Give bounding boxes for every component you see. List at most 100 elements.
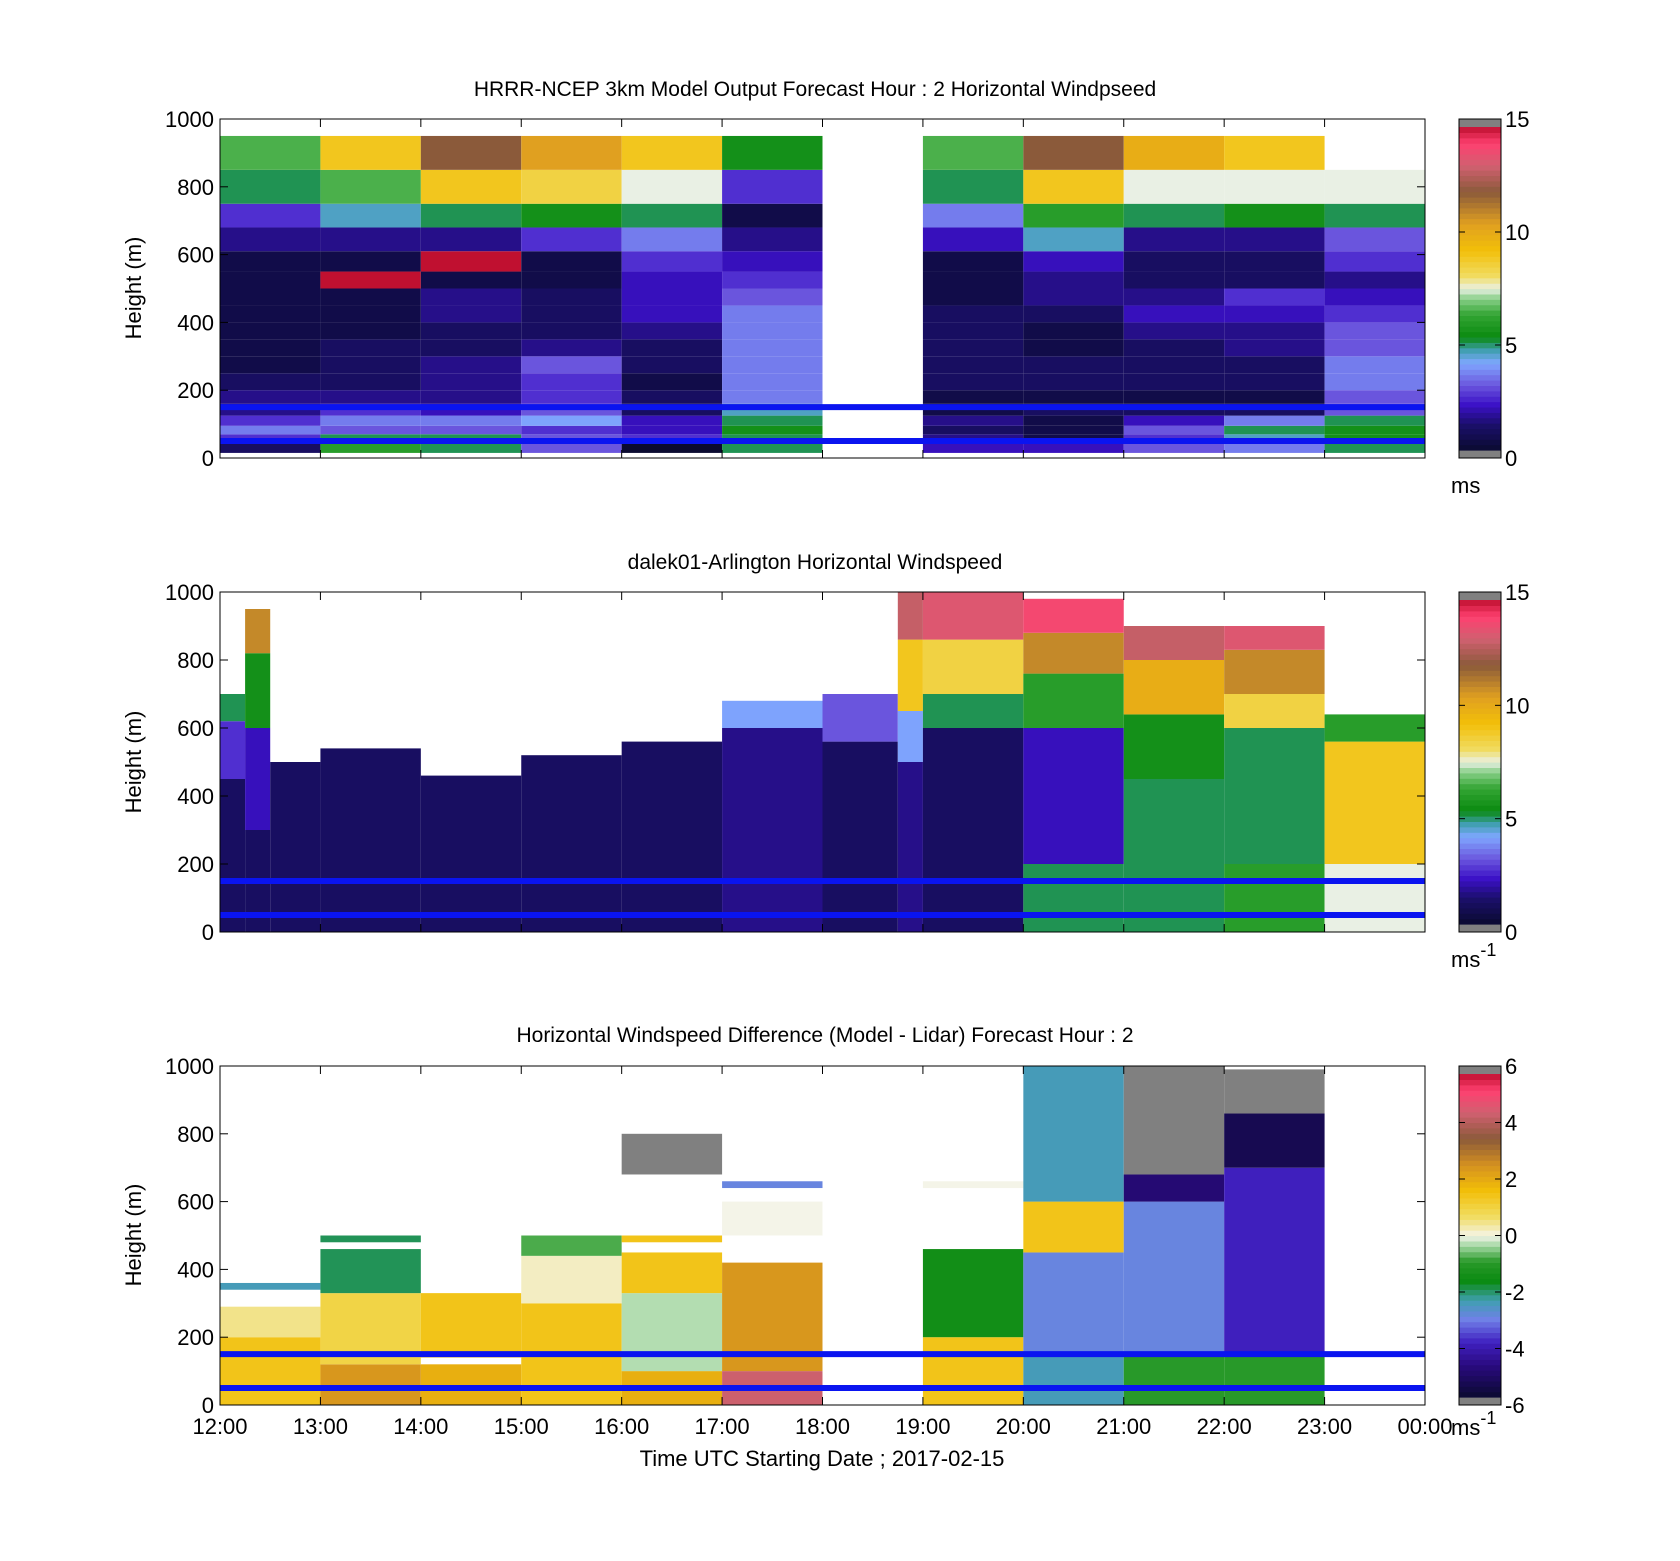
heatmap-cell [320,1235,421,1243]
heatmap-cell [420,203,522,228]
x-tick-label: 13:00 [293,1414,348,1439]
heatmap-cell [621,288,723,306]
heatmap-cell [1023,598,1124,633]
colorbar-band [1459,832,1501,839]
heatmap-cell [320,425,421,435]
y-tick-label: 200 [177,378,214,403]
colorbar-band [1459,600,1501,606]
heatmap-cell [1123,1066,1225,1175]
colorbar-band [1459,1364,1501,1371]
y-tick-label: 200 [177,1325,214,1350]
colorbar-band [1459,1122,1501,1129]
heatmap-cell [320,415,421,426]
y-tick-label: 800 [177,175,214,200]
colorbar-band [1459,1310,1501,1317]
heatmap-cell [1224,442,1325,453]
y-axis: 0 200 400 600 800 1000 [165,1054,1425,1418]
colorbar-band [1459,315,1501,322]
colorbar-tick-label: 4 [1505,1111,1517,1136]
colorbar-band [1459,762,1501,768]
heatmap-cell [320,169,421,204]
colorbar-band [1459,380,1501,386]
colorbar-band [1459,1208,1501,1215]
heatmap-cell [1123,339,1225,357]
colorbar-band [1459,1257,1501,1264]
heatmap-cell [1324,390,1425,404]
colorbar-unit-exponent: -1 [1480,1408,1496,1428]
colorbar-unit: ms-1 [1451,1408,1496,1440]
colorbar-band [1459,605,1501,612]
heatmap-cell [521,135,622,170]
colorbar-band [1459,229,1501,236]
heatmap-cell [220,288,321,306]
y-tick-label: 600 [177,1190,214,1215]
colorbar-band [1459,170,1501,177]
colorbar-band [1459,213,1501,220]
colorbar-band [1459,127,1501,133]
colorbar-band [1459,659,1501,666]
colorbar-band [1459,643,1501,650]
heatmap-cell [922,728,1024,932]
heatmap-cell [220,251,321,272]
colorbar-band [1459,331,1501,338]
colorbar-band [1459,767,1501,774]
heatmap-cell [1023,288,1124,306]
heatmap-cell [1023,442,1124,453]
colorbar-band [1459,713,1501,720]
heatmap-cell [922,694,1024,728]
heatmap-cell [897,711,923,762]
heatmap [220,592,1425,932]
colorbar-band [1459,702,1501,709]
heatmap-cell [621,135,723,170]
colorbar-band [1459,1111,1501,1118]
heatmap-cell [320,373,421,391]
heatmap-cell [1324,864,1425,932]
heatmap-cell [1123,305,1225,323]
colorbar: -6 -4 -2 0 2 4 6 ms-1 [1451,1054,1525,1440]
heatmap-cell [521,356,622,374]
colorbar-band [1459,266,1501,273]
heatmap-cell [1123,390,1225,404]
colorbar-band [1459,875,1501,882]
heatmap [220,1066,1325,1405]
colorbar-band [1459,1353,1501,1360]
colorbar-band [1459,853,1501,860]
colorbar-band [1459,1160,1501,1167]
x-tick-label: 16:00 [594,1414,649,1439]
heatmap-cell [621,390,723,404]
heatmap-cell [922,251,1024,272]
heatmap-cell [1224,227,1325,252]
colorbar-cap [1459,119,1501,127]
x-tick-label: 15:00 [494,1414,549,1439]
heatmap-cell [220,227,321,252]
heatmap-cell [621,425,723,435]
colorbar-band [1459,708,1501,714]
colorbar-band [1459,1170,1501,1177]
heatmap-cell [922,1249,1024,1338]
colorbar-band [1459,794,1501,801]
colorbar-band [1459,1079,1501,1086]
heatmap-cell [1224,1167,1325,1355]
colorbar-band [1459,1100,1501,1107]
heatmap-cell [621,1133,723,1175]
colorbar-band [1459,735,1501,741]
heatmap-cell [420,775,522,932]
colorbar-band [1459,1348,1501,1355]
heatmap-cell [621,203,723,228]
heatmap-cell [922,442,1024,453]
heatmap-cell [722,203,823,228]
colorbar-band [1459,374,1501,381]
heatmap-cell [922,592,1024,640]
heatmap-cell [1324,415,1425,426]
colorbar-band [1459,816,1501,822]
colorbar-band [1459,1278,1501,1285]
colorbar-tick-label: 5 [1505,333,1517,358]
heatmap-cell [420,227,522,252]
heatmap-cell [1123,288,1225,306]
colorbar-band [1459,1181,1501,1188]
heatmap-cell [320,356,421,374]
colorbar-cap [1459,924,1501,932]
colorbar-band [1459,870,1501,876]
colorbar-tick-label: -6 [1505,1393,1525,1418]
colorbar-tick-label: 5 [1505,807,1517,832]
